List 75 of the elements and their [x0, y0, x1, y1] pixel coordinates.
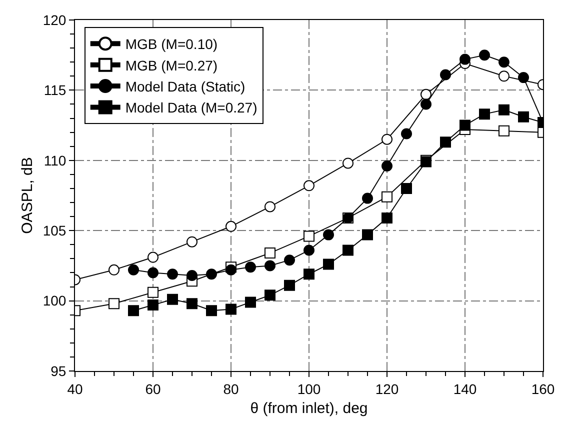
point	[498, 125, 510, 136]
point	[401, 128, 412, 140]
point	[148, 267, 158, 278]
point	[264, 290, 276, 301]
point	[167, 294, 178, 305]
point	[226, 264, 236, 276]
point	[206, 305, 217, 316]
point	[304, 244, 314, 256]
point	[245, 262, 256, 273]
point	[148, 300, 158, 311]
point	[148, 252, 158, 263]
point	[284, 280, 295, 291]
point	[226, 304, 236, 315]
point	[362, 192, 373, 204]
point	[304, 180, 314, 192]
point	[264, 201, 276, 212]
point	[420, 88, 432, 100]
point	[186, 298, 198, 310]
point	[206, 268, 217, 280]
y-axis-title: OASPL, dB	[19, 157, 36, 234]
point	[148, 286, 158, 298]
x-tick-label: 120	[375, 380, 399, 397]
point	[460, 120, 470, 131]
point	[498, 104, 510, 116]
point	[401, 182, 412, 194]
point	[323, 229, 334, 240]
x-axis-title: θ (from inlet), deg	[250, 400, 368, 417]
point	[128, 305, 139, 316]
point	[167, 268, 178, 280]
point	[323, 258, 334, 270]
point	[186, 236, 198, 248]
point	[245, 296, 256, 308]
point	[479, 108, 490, 120]
point	[342, 244, 354, 256]
point	[226, 220, 236, 232]
point	[108, 298, 120, 310]
y-tick-label: 105	[42, 222, 66, 238]
point	[420, 98, 432, 110]
legend-label: MGB (M=0.10)	[125, 36, 218, 52]
point	[479, 50, 490, 61]
point	[382, 212, 392, 224]
point	[440, 69, 451, 80]
point	[440, 136, 451, 148]
x-tick-label: 40	[67, 380, 83, 397]
point	[264, 248, 276, 259]
legend-label: Model Data (M=0.27)	[125, 100, 258, 116]
point	[382, 191, 392, 202]
y-tick-label: 115	[44, 82, 66, 98]
point	[460, 54, 470, 65]
point	[128, 264, 139, 276]
point	[108, 264, 120, 276]
point	[342, 158, 354, 169]
point	[518, 72, 529, 84]
x-tick-label: 140	[453, 380, 477, 397]
point	[264, 260, 276, 272]
y-tick-label: 95	[50, 362, 66, 379]
x-tick-label: 80	[223, 380, 239, 397]
y-tick-label: 100	[42, 292, 66, 309]
point	[498, 70, 510, 82]
y-tick-label: 120	[42, 12, 66, 28]
point	[304, 268, 314, 280]
point	[382, 134, 392, 145]
point	[284, 254, 295, 266]
legend-label: MGB (M=0.27)	[125, 57, 218, 74]
point	[498, 56, 510, 68]
point	[518, 111, 529, 122]
point	[362, 229, 373, 240]
point	[382, 160, 392, 172]
point	[186, 270, 198, 282]
point	[304, 230, 314, 242]
x-tick-label: 100	[297, 380, 321, 397]
x-tick-label: 60	[145, 380, 161, 397]
x-tick-label: 160	[531, 380, 555, 397]
legend-label: Model Data (Static)	[125, 78, 246, 94]
y-tick-label: 110	[44, 152, 66, 168]
